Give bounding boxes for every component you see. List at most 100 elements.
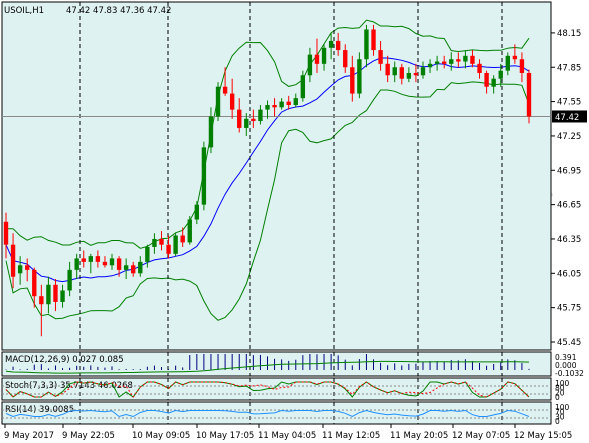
time-axis-label: 11 May 20:05 [390,431,448,441]
candle [194,201,200,225]
candle [222,67,228,96]
candle-body [526,72,532,117]
candle-body [222,86,228,94]
candle-body [350,67,355,94]
candle-body [300,75,306,99]
indicator-label: MACD(12,26,9) 0.027 0.085 [5,355,124,365]
candle-body [413,72,419,76]
indicator-level-label: -0.1032 [555,369,584,378]
candle [279,98,284,110]
candle [314,38,320,73]
candle [300,70,306,102]
time-axis-label: 12 May 07:05 [452,431,510,441]
candle-body [406,72,412,79]
candle-body [251,118,256,122]
candle-body [491,78,496,87]
candle [67,261,72,297]
candle [343,44,348,73]
candle-body [434,61,440,64]
candle [406,67,412,83]
candle-body [145,246,150,262]
indicator-label: Stoch(7,3,3) 35.7143 46.0268 [5,381,133,391]
candle [25,258,30,282]
price-axis-label: 46.95 [557,166,581,176]
candle-body [328,40,334,48]
candle-body [152,238,157,247]
candle-body [201,147,207,205]
candle [350,55,355,102]
chart-symbol-label: USOIL,H1 [4,6,44,16]
candle-body [138,261,143,274]
indicator-level-label: 0 [555,417,560,426]
candle [131,261,136,277]
candle-body [399,67,404,79]
candle [307,47,313,83]
candle [145,244,150,268]
time-axis-label: 11 May 12:05 [322,431,380,441]
indicator-level-label: 30 [555,412,565,421]
time-axis-label: 10 May 09:05 [132,431,190,441]
bollinger-middle-line [5,57,530,283]
candle [427,59,433,73]
indicator-level-label: 80 [555,384,565,393]
rsi-line [5,409,530,418]
candle-body [293,98,298,106]
stoch-signal-line [5,381,530,398]
candle [95,250,101,268]
candle-body [109,258,115,266]
time-axis-label: 9 May 22:05 [62,431,115,441]
candle-body [279,101,284,108]
indicator-level-label: 100 [555,379,570,388]
candle-body [229,93,235,110]
candle [413,63,419,83]
candle-body [17,265,23,274]
indicator-level-label: 0.391 [555,353,577,362]
candle-body [314,54,320,64]
candle [385,55,390,83]
candle [215,82,221,122]
macd-pane: MACD(12,26,9) 0.027 0.085 0.3910.000-0.10… [1,351,584,378]
candle [258,105,263,125]
candle-body [173,235,178,254]
bollinger-upper-line [6,19,530,249]
candle-body [427,63,433,68]
candle [187,216,192,245]
candle-body [470,55,475,64]
price-axis-label: 46.35 [557,235,581,245]
candle [392,61,397,83]
price-axis-label: 45.75 [557,304,581,314]
candle-body [258,109,263,122]
candle-body [335,40,341,51]
candle [505,52,510,76]
candle-body [116,258,122,270]
indicator-level-label: 100 [555,403,570,412]
candle-body [74,258,79,270]
candle [512,44,518,64]
candle-body [364,29,369,60]
candle-body [102,261,108,266]
candle-body [208,116,214,148]
candle-body [385,63,390,76]
candle [138,256,143,277]
candle-body [512,55,518,60]
candle-body [307,54,313,76]
candle-body [81,258,86,262]
chart-quote-label: 47.42 47.83 47.36 47.42 [66,6,171,16]
time-axis-label: 10 May 17:05 [196,431,254,441]
candle [39,284,44,337]
candle-body [67,269,72,291]
candle-body [187,219,192,243]
candle-body [180,235,185,243]
candle-body [343,50,348,68]
time-axis-label: 12 May 15:05 [514,431,572,441]
candle [293,93,298,108]
candle [272,98,277,117]
candle [152,233,157,254]
candle-body [505,55,510,71]
candle-body [215,86,221,117]
main-price-pane [1,1,552,351]
bollinger-lower-line [5,81,530,321]
candle [237,98,242,133]
